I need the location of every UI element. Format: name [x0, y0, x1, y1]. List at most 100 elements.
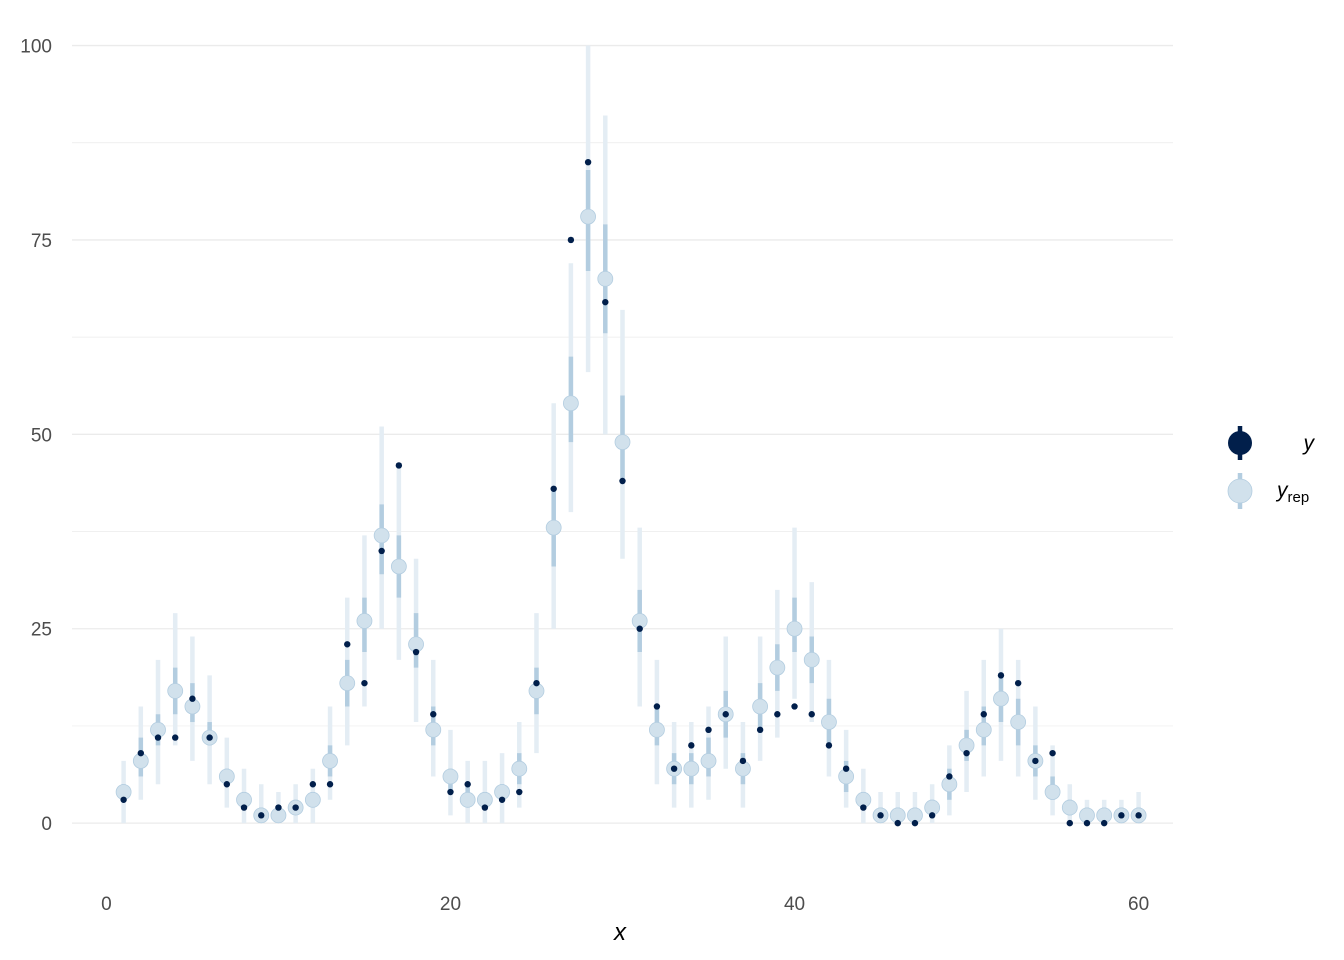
legend: y yrep: [1227, 426, 1316, 509]
yrep-median-points: [115, 208, 1147, 824]
yrep-median-point: [442, 768, 459, 785]
legend-y-point: [1228, 431, 1252, 455]
observed-y-point: [447, 788, 454, 796]
observed-y-point: [1083, 819, 1091, 827]
observed-y-point: [1135, 812, 1142, 819]
yrep-median-point: [821, 714, 837, 730]
observed-y-point: [997, 672, 1005, 679]
observed-y-point: [172, 734, 179, 741]
yrep-median-point: [373, 527, 390, 544]
yrep-median-point: [649, 721, 665, 738]
observed-y-point: [275, 804, 282, 811]
yrep-median-point: [511, 760, 528, 777]
observed-y-point: [842, 765, 850, 772]
observed-y-point: [911, 819, 919, 827]
legend-yrep-point: [1227, 478, 1253, 504]
observed-y-point: [344, 641, 351, 648]
observed-y-point: [774, 711, 781, 718]
observed-y-point: [206, 734, 213, 741]
observed-y-point: [619, 477, 626, 485]
observed-y-point: [791, 703, 798, 710]
observed-y-point: [1032, 757, 1039, 765]
yrep-median-point: [803, 651, 820, 668]
observed-y-point: [258, 812, 265, 819]
yrep-median-point: [339, 675, 356, 692]
y-tick-label: 0: [41, 814, 52, 835]
observed-y-point: [688, 742, 695, 749]
yrep-median-point: [786, 620, 803, 637]
observed-y-point: [928, 812, 936, 819]
yrep-median-point: [322, 753, 338, 769]
observed-y-point: [584, 158, 592, 166]
yrep-median-point: [167, 683, 184, 699]
yrep-median-point: [356, 613, 373, 629]
observed-y-point: [739, 757, 747, 765]
observed-y-point: [137, 749, 145, 757]
observed-y-point: [326, 781, 334, 788]
x-tick-label: 40: [784, 894, 805, 915]
observed-y-point: [189, 695, 196, 702]
yrep-median-point: [975, 721, 992, 738]
observed-y-point: [1014, 679, 1022, 687]
yrep-median-point: [752, 698, 769, 715]
observed-y-point: [309, 781, 317, 788]
yrep-median-point: [597, 270, 614, 287]
x-tick-label: 20: [440, 894, 461, 915]
y-tick-label: 100: [20, 37, 52, 58]
yrep-median-point: [545, 519, 562, 536]
x-axis-ticks: 0 20 40 60: [101, 894, 1149, 915]
observed-y-point: [498, 796, 506, 803]
observed-y-point: [550, 485, 557, 492]
observed-y-point: [1049, 749, 1056, 757]
yrep-median-point: [1061, 799, 1078, 816]
observed-y-point: [636, 625, 643, 632]
observed-y-point: [808, 711, 815, 718]
x-tick-label: 60: [1128, 894, 1149, 915]
legend-y-label: y: [1302, 432, 1316, 455]
yrep-median-point: [683, 760, 700, 777]
y-axis-ticks: 0 25 50 75 100: [20, 37, 52, 836]
observed-y-point: [946, 773, 953, 780]
yrep-median-point: [993, 690, 1009, 707]
observed-y-point: [980, 711, 987, 718]
yrep-median-point: [769, 659, 786, 676]
observed-y-point: [361, 679, 368, 687]
observed-y-point: [481, 804, 489, 811]
observed-y-point: [154, 734, 162, 741]
observed-y-point: [894, 819, 901, 827]
observed-y-point: [1100, 819, 1108, 827]
observed-y-point: [430, 711, 437, 718]
observed-y-point: [653, 703, 661, 710]
yrep-median-point: [304, 791, 321, 808]
yrep-median-point: [562, 395, 579, 412]
observed-y-point: [756, 726, 764, 734]
yrep-median-point: [1044, 784, 1061, 800]
observed-y-point: [516, 788, 523, 796]
observed-y-point: [860, 804, 867, 811]
observed-y-point: [825, 742, 833, 749]
y-tick-label: 50: [31, 425, 52, 446]
observed-y-point: [705, 726, 712, 734]
observed-y-point: [464, 781, 471, 788]
observed-y-point: [963, 749, 970, 757]
observed-y-point: [120, 796, 127, 803]
yrep-median-point: [580, 208, 596, 225]
y-tick-label: 25: [31, 620, 52, 641]
x-axis-title: x: [613, 919, 627, 946]
observed-y-point: [722, 711, 729, 718]
observed-y-point: [533, 679, 540, 687]
legend-yrep-label: yrep: [1275, 479, 1309, 506]
observed-y-point: [412, 648, 420, 656]
observed-y-points: [120, 158, 1142, 827]
yrep-median-point: [1010, 714, 1027, 730]
observed-y-point: [602, 298, 609, 306]
observed-y-point: [670, 765, 678, 772]
observed-y-point: [1066, 819, 1073, 827]
y-tick-label: 75: [31, 231, 52, 252]
yrep-median-point: [614, 434, 631, 451]
x-tick-label: 0: [101, 894, 112, 915]
yrep-median-point: [459, 791, 476, 808]
observed-y-point: [240, 804, 248, 811]
yrep-median-point: [390, 558, 407, 575]
